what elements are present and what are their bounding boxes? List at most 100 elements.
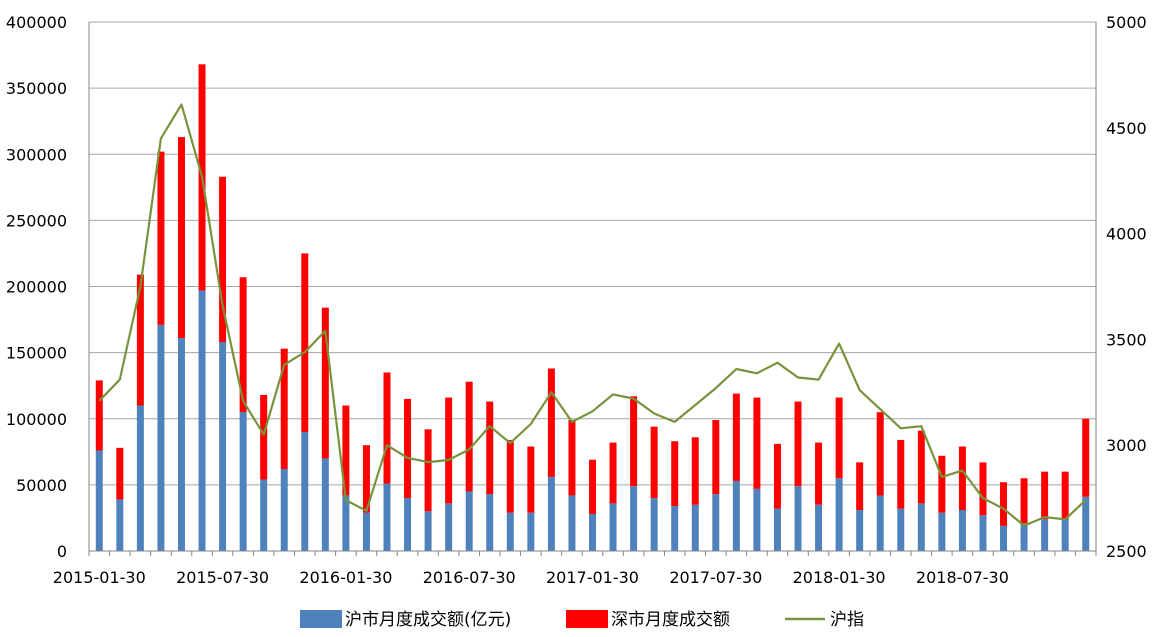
bar-sz-volume [897,439,905,509]
x-tick-label: 2016-01-30 [299,568,392,587]
legend-swatch-sh-volume [300,610,342,628]
right-tick-label: 3000 [1106,436,1147,455]
bar-sz-volume [773,443,781,509]
sh-index-line [98,103,1087,527]
left-tick-label: 150000 [6,344,67,363]
bar-sz-volume [958,446,966,511]
bar-sh-volume [650,498,658,551]
bar-sh-volume [198,290,206,551]
legend-label-sz-volume: 深市月度成交额 [611,610,730,630]
left-tick-label: 100000 [6,410,67,429]
bar-sh-volume [383,483,391,551]
bar-sh-volume [876,495,884,551]
bar-sz-volume [691,437,699,505]
bars [95,64,1090,551]
bar-sz-volume [650,426,658,499]
right-tick-label: 4000 [1106,225,1147,244]
bar-sh-volume [897,508,905,551]
bar-sz-volume [362,445,370,513]
bar-sz-volume [609,442,617,504]
bar-sz-volume [424,429,432,512]
bar-sh-volume [917,503,925,551]
x-tick-label: 2015-01-30 [53,568,146,587]
bar-sz-volume [876,412,884,496]
bar-sh-volume [342,495,350,551]
bar-sz-volume [1020,478,1028,524]
bar-sh-volume [938,512,946,551]
gridlines [89,21,1096,486]
bar-sz-volume [794,401,802,487]
bar-sh-volume [445,503,453,551]
bar-sz-volume [321,307,329,459]
bar-sz-volume [979,462,987,516]
bar-sh-volume [691,504,699,551]
bar-sz-volume [1000,482,1008,526]
index-line [98,103,1087,527]
bar-sh-volume [794,486,802,551]
bar-sh-volume [465,491,473,551]
x-tick-label: 2018-01-30 [793,568,886,587]
bar-sh-volume [1000,525,1008,551]
bar-sz-volume [136,274,144,406]
bar-sh-volume [773,508,781,551]
right-tick-label: 4500 [1106,119,1147,138]
right-tick-label: 3500 [1106,330,1147,349]
bar-sh-volume [404,498,412,551]
bar-sz-volume [938,455,946,513]
x-tick-label: 2017-01-30 [546,568,639,587]
bar-sz-volume [486,401,494,495]
x-tick-label: 2016-07-30 [423,568,516,587]
x-axis-tick-labels: 2015-01-30 2015-07-30 2016-01-30 2016-07-30… [53,568,1009,587]
bar-sh-volume [1020,523,1028,551]
bar-sh-volume [958,510,966,551]
axes [88,22,1097,556]
bar-sz-volume [753,397,761,489]
bar-sz-volume [630,396,638,487]
bar-sz-volume [527,446,535,513]
bar-sz-volume [856,462,864,511]
legend-label-sh-index: 沪指 [830,610,864,630]
left-tick-label: 300000 [6,145,67,164]
bar-sh-volume [609,503,617,551]
bar-sz-volume [547,368,555,477]
x-tick-label: 2018-07-30 [916,568,1009,587]
right-tick-label: 2500 [1106,542,1147,561]
left-tick-label: 0 [57,542,67,561]
bar-sz-volume [95,380,103,451]
bar-sz-volume [301,253,309,432]
bar-sz-volume [116,447,124,500]
left-axis-tick-labels: 0 50000 100000 150000 200000 250000 300000 3500… [6,13,67,561]
bar-sh-volume [260,479,268,551]
bar-sz-volume [1041,471,1049,520]
legend-swatch-sz-volume [566,610,608,628]
bar-sz-volume [280,348,288,470]
bar-sz-volume [260,394,268,480]
bar-sh-volume [732,480,740,551]
bar-sh-volume [486,494,494,551]
bar-sh-volume [116,499,124,551]
bar-sz-volume [589,459,596,514]
bar-sh-volume [506,512,514,551]
bar-sh-volume [753,488,761,551]
bar-sz-volume [219,176,227,343]
left-tick-label: 250000 [6,211,67,230]
bar-sz-volume [445,397,453,504]
bar-sh-volume [547,476,555,551]
bar-sz-volume [383,372,391,484]
bar-sh-volume [424,511,432,551]
bar-sh-volume [589,513,596,551]
bar-sz-volume [404,398,412,499]
bar-sz-volume [342,405,350,496]
bar-sz-volume [239,277,247,413]
bar-sz-volume [732,393,740,481]
bar-sh-volume [1061,519,1069,551]
bar-sz-volume [835,397,843,479]
legend-label-sh-volume: 沪市月度成交额(亿元) [345,610,511,630]
bar-sh-volume [979,515,987,551]
bar-sh-volume [362,512,370,551]
bar-sh-volume [1041,519,1049,551]
bar-sh-volume [219,342,227,551]
bar-sz-volume [465,381,473,492]
bar-sh-volume [527,512,535,551]
